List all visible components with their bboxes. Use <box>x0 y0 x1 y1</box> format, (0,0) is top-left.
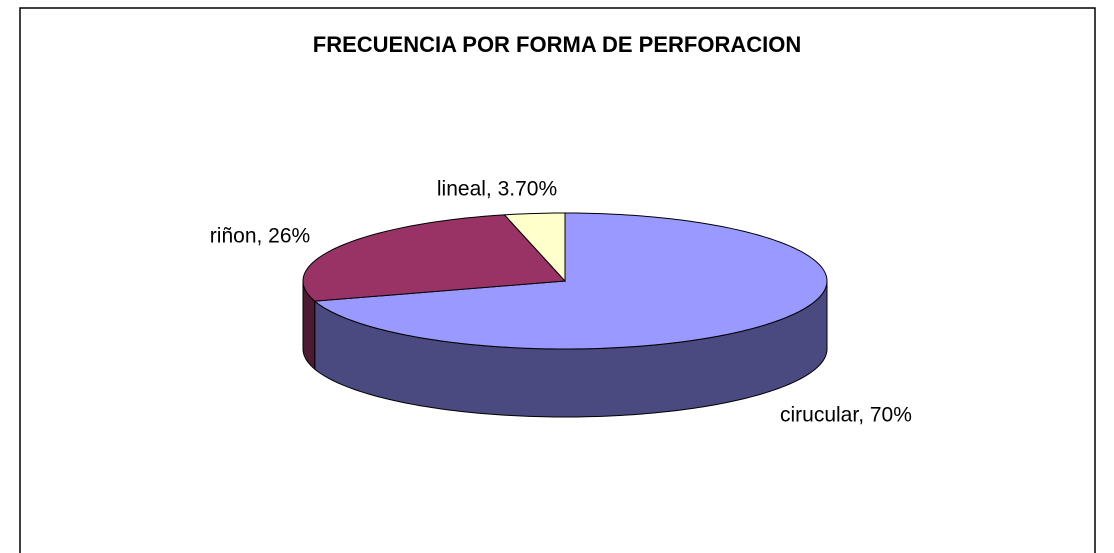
chart-title: FRECUENCIA POR FORMA DE PERFORACION <box>313 32 802 57</box>
pie-slice: cirucular <box>313 212 828 350</box>
pie-slice: riñon <box>302 214 567 302</box>
data-label: lineal, 3.70% <box>437 178 557 201</box>
pie-slice: lineal <box>503 212 566 283</box>
data-label: cirucular, 70% <box>780 404 912 427</box>
data-label: riñon, 26% <box>210 225 310 248</box>
